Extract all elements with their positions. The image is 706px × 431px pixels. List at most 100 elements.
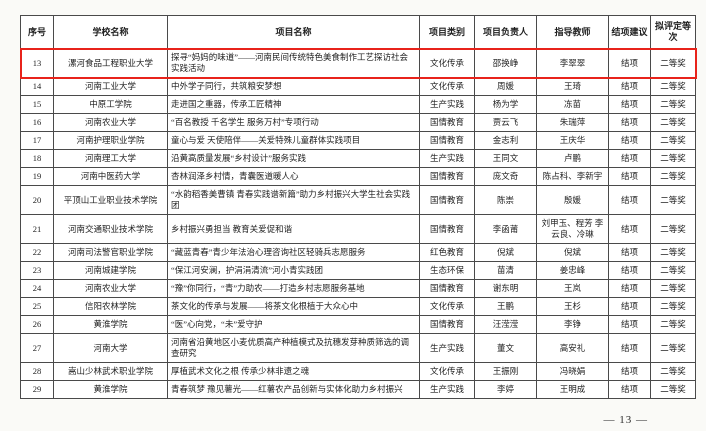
cell-conclusion: 结项 [608,315,651,334]
project-award-table: 序号 学校名称 项目名称 项目类别 项目负责人 指导教师 结项建议 拟评定等次 … [19,15,697,399]
cell-project-category: 国情教育 [419,167,475,186]
cell-grade: 二等奖 [650,380,696,399]
cell-row-number: 15 [20,95,54,114]
cell-row-number: 13 [20,48,54,78]
table-row: 26 黄淮学院 “医”心向党，“未”爱守护 国情教育 汪滢滢 李铮 结项 二等奖 [20,315,696,334]
cell-project-name: “水韵稻香美曹镇 青春实践谱新篇”助力乡村振兴大学生社会实践团 [167,185,420,215]
cell-project-leader: 董文 [474,333,537,363]
table-row: 20 平顶山工业职业技术学院 “水韵稻香美曹镇 青春实践谱新篇”助力乡村振兴大学生社… [20,185,696,215]
cell-project-leader: 李婷 [474,380,537,399]
table-row: 19 河南中医药大学 杏林润泽乡村情，青囊医道暖人心 国情教育 庞文奇 陈占科、李新宇 结项… [20,167,696,186]
cell-row-number: 29 [20,380,54,399]
table-row: 25 信阳农林学院 茶文化的传承与发展——将茶文化根植于大众心中 文化传承 王鹏 王杉 结项… [20,297,696,316]
cell-grade: 二等奖 [650,167,696,186]
cell-project-category: 国情教育 [419,279,475,298]
table-row: 15 中原工学院 走进国之重器，传承工匠精神 生产实践 杨为学 冻苗 结项 二等奖 [20,95,696,114]
cell-row-number: 26 [20,315,54,334]
cell-project-name: 河南省沿黄地区小麦优质高产种植模式及抗穗发芽种质筛选的调查研究 [167,333,420,363]
cell-project-category: 生产实践 [419,149,475,168]
cell-project-leader: 倪斌 [474,243,537,262]
cell-project-name: 杏林润泽乡村情，青囊医道暖人心 [167,167,420,186]
cell-school-name: 黄淮学院 [53,315,168,334]
cell-school-name: 中原工学院 [53,95,168,114]
cell-project-name: “藏蓝青春”青少年法治心理咨询社区轻骑兵志愿服务 [167,243,420,262]
cell-row-number: 28 [20,362,54,381]
cell-conclusion: 结项 [608,297,651,316]
cell-project-category: 国情教育 [419,185,475,215]
cell-advisor: 王杉 [536,297,609,316]
cell-row-number: 16 [20,113,54,132]
cell-school-name: 河南工业大学 [53,77,168,96]
cell-project-category: 文化传承 [419,362,475,381]
cell-conclusion: 结项 [608,333,651,363]
cell-advisor: 王明成 [536,380,609,399]
table-row: 29 黄淮学院 青春筑梦 豫见薯光——红薯农产品创新与实体化助力乡村振兴 生产实践 李婷… [20,380,696,399]
cell-advisor: 刘甲玉、程芳 李云良、冷琳 [536,214,609,244]
table-row: 18 河南理工大学 沿黄高质量发展“乡村设计”服务实践 生产实践 王同文 卢鹏 结项 二等奖 [20,149,696,168]
cell-project-name: 童心与爱 天使陪伴——关爱特殊儿童群体实践项目 [167,131,420,150]
cell-grade: 二等奖 [650,315,696,334]
cell-row-number: 24 [20,279,54,298]
cell-project-name: “医”心向党，“未”爱守护 [167,315,420,334]
cell-school-name: 河南农业大学 [53,279,168,298]
cell-project-leader: 杨为学 [474,95,537,114]
cell-grade: 二等奖 [650,214,696,244]
cell-row-number: 22 [20,243,54,262]
table-body: 13 漯河食品工程职业大学 探寻“妈妈的味道”——河南民间传统特色美食制作工艺探访社… [19,47,697,399]
cell-project-leader: 汪滢滢 [474,315,537,334]
col-header-grade: 拟评定等次 [650,15,696,49]
cell-grade: 二等奖 [650,362,696,381]
cell-school-name: 黄淮学院 [53,380,168,399]
cell-row-number: 19 [20,167,54,186]
col-header-conclusion: 结项建议 [608,15,651,49]
cell-project-leader: 谢东明 [474,279,537,298]
cell-conclusion: 结项 [608,77,651,96]
cell-project-leader: 苗清 [474,261,537,280]
cell-project-leader: 王鹏 [474,297,537,316]
cell-project-category: 国情教育 [419,214,475,244]
cell-advisor: 王岚 [536,279,609,298]
cell-grade: 二等奖 [650,279,696,298]
cell-advisor: 殷媛 [536,185,609,215]
page-number: — 13 — [603,414,648,426]
cell-project-name: “保江河安澜，护涓涓清流”河小青实践团 [167,261,420,280]
cell-grade: 二等奖 [650,297,696,316]
cell-project-leader: 李函莆 [474,214,537,244]
cell-row-number: 20 [20,185,54,215]
cell-project-name: 青春筑梦 豫见薯光——红薯农产品创新与实体化助力乡村振兴 [167,380,420,399]
cell-project-category: 国情教育 [419,315,475,334]
table-header-row: 序号 学校名称 项目名称 项目类别 项目负责人 指导教师 结项建议 拟评定等次 [20,15,696,49]
cell-project-category: 生产实践 [419,380,475,399]
col-header-school: 学校名称 [53,15,168,49]
cell-conclusion: 结项 [608,279,651,298]
table-row: 21 河南交通职业技术学院 乡村振兴勇担当 教育关爱促和谐 国情教育 李函莆 刘甲玉、程芳… [20,214,696,244]
cell-advisor: 朱瑞萍 [536,113,609,132]
cell-project-name: 茶文化的传承与发展——将茶文化根植于大众心中 [167,297,420,316]
cell-project-name: 沿黄高质量发展“乡村设计”服务实践 [167,149,420,168]
col-header-no: 序号 [20,15,54,49]
cell-row-number: 25 [20,297,54,316]
cell-row-number: 21 [20,214,54,244]
cell-advisor: 卢鹏 [536,149,609,168]
cell-project-name: 中外学子同行，共筑粮安梦想 [167,77,420,96]
cell-project-leader: 庞文奇 [474,167,537,186]
table-row: 28 嵩山少林武术职业学院 厚植武术文化之根 传承少林非遗之魂 文化传承 王振刚 冯晓娟结… [20,362,696,381]
cell-project-category: 国情教育 [419,113,475,132]
cell-project-name: 乡村振兴勇担当 教育关爱促和谐 [167,214,420,244]
cell-project-leader: 陈崇 [474,185,537,215]
cell-school-name: 河南理工大学 [53,149,168,168]
cell-school-name: 河南司法警官职业学院 [53,243,168,262]
table-row: 17 河南护理职业学院 童心与爱 天使陪伴——关爱特殊儿童群体实践项目 国情教育 金志利… [20,131,696,150]
cell-conclusion: 结项 [608,95,651,114]
cell-row-number: 14 [20,77,54,96]
cell-advisor: 冻苗 [536,95,609,114]
cell-grade: 二等奖 [650,185,696,215]
table-row: 22 河南司法警官职业学院 “藏蓝青春”青少年法治心理咨询社区轻骑兵志愿服务 红色教育… [20,243,696,262]
cell-school-name: 漯河食品工程职业大学 [53,48,168,78]
col-header-advisor: 指导教师 [536,15,609,49]
cell-row-number: 18 [20,149,54,168]
cell-school-name: 河南中医药大学 [53,167,168,186]
cell-project-category: 生态环保 [419,261,475,280]
table-row: 24 河南农业大学 “豫”你同行，“青”力助农——打造乡村志愿服务基地 国情教育 谢东明… [20,279,696,298]
